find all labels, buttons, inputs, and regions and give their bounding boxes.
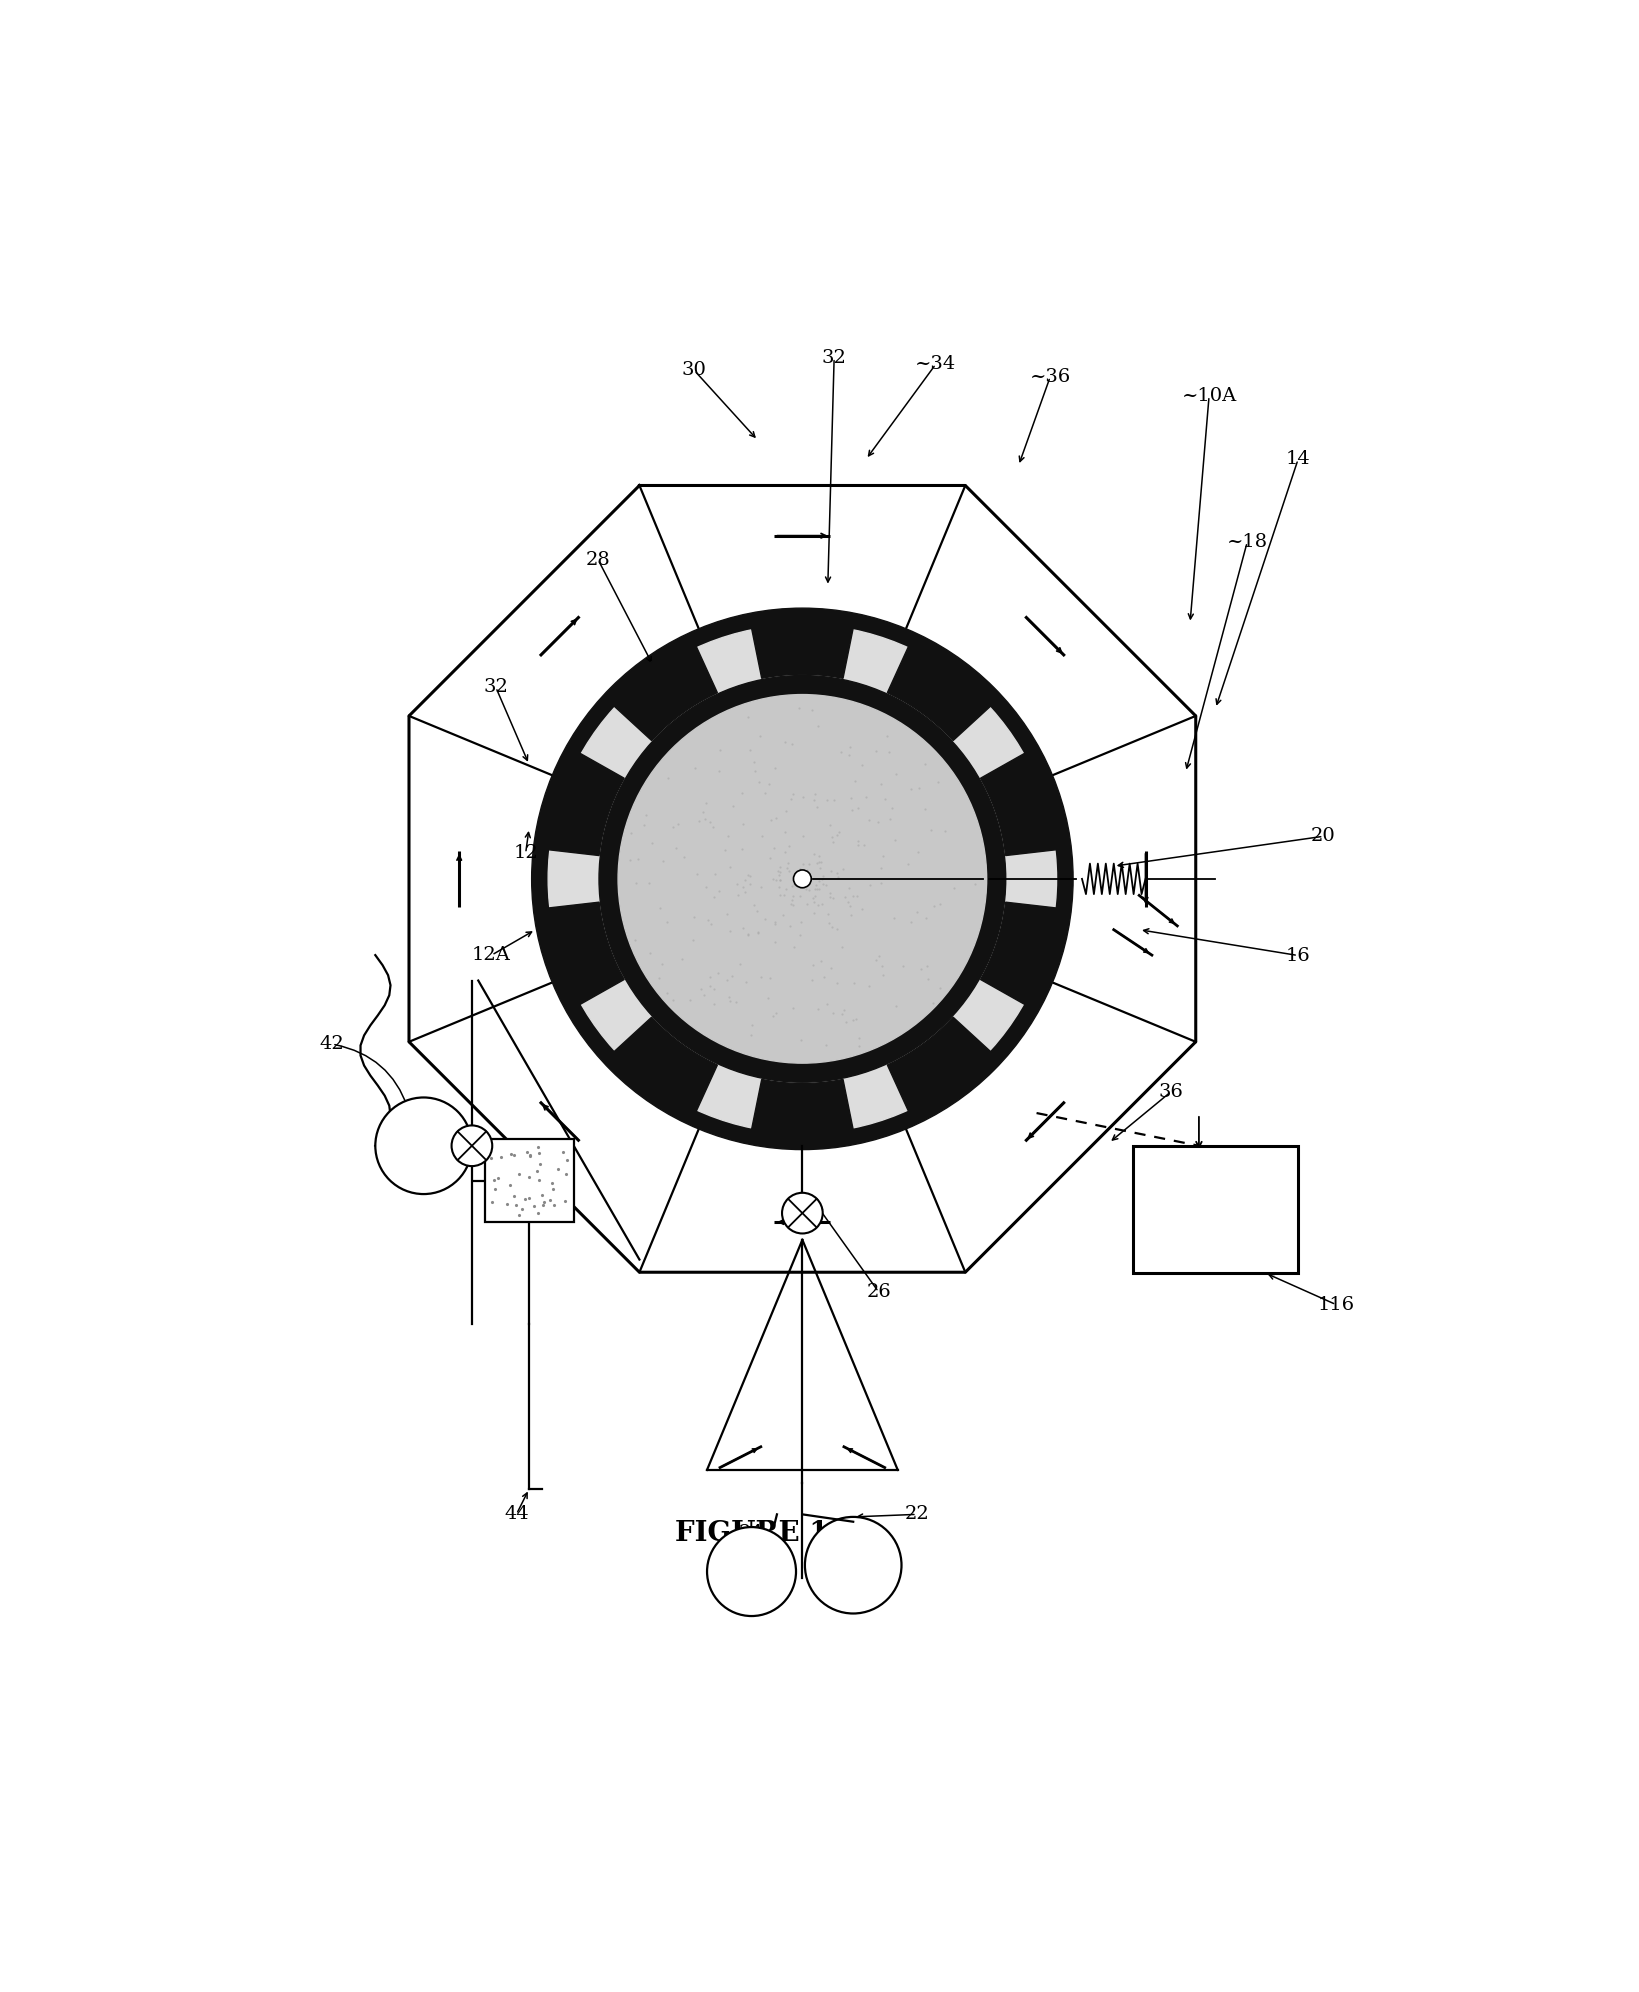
Polygon shape	[606, 1018, 716, 1120]
Bar	[485, 1139, 574, 1221]
Text: 42: 42	[320, 1036, 344, 1054]
Circle shape	[805, 1516, 901, 1614]
Circle shape	[793, 871, 811, 888]
Text: 14: 14	[1285, 450, 1310, 468]
Text: 32: 32	[821, 349, 846, 367]
Text: 22: 22	[903, 1506, 929, 1524]
Polygon shape	[749, 616, 854, 679]
Circle shape	[451, 1125, 492, 1165]
Text: ~10A: ~10A	[1180, 386, 1236, 404]
Bar	[1133, 1145, 1298, 1273]
Text: 12: 12	[513, 845, 538, 863]
Circle shape	[375, 1098, 472, 1193]
Text: 32: 32	[484, 677, 508, 697]
Text: 36: 36	[1157, 1084, 1183, 1102]
Text: 12A: 12A	[472, 946, 511, 964]
Polygon shape	[887, 637, 997, 741]
Polygon shape	[980, 749, 1064, 855]
Polygon shape	[887, 1018, 997, 1120]
Circle shape	[547, 625, 1056, 1133]
Circle shape	[531, 608, 1072, 1149]
Circle shape	[618, 695, 987, 1064]
Text: 30: 30	[682, 361, 706, 378]
Circle shape	[782, 1193, 823, 1233]
Text: 20: 20	[1310, 827, 1336, 845]
Text: 16: 16	[1285, 946, 1310, 964]
Circle shape	[706, 1528, 795, 1616]
Text: 28: 28	[585, 550, 610, 568]
Polygon shape	[749, 1080, 854, 1143]
Text: 26: 26	[865, 1283, 890, 1301]
Text: ~34: ~34	[915, 355, 956, 373]
Text: 24: 24	[739, 1524, 764, 1542]
Polygon shape	[539, 902, 624, 1008]
Text: FIGURE 1: FIGURE 1	[674, 1520, 828, 1548]
Text: ~36: ~36	[1029, 369, 1070, 386]
Polygon shape	[606, 637, 716, 741]
Text: 44: 44	[503, 1506, 528, 1524]
Text: ~18: ~18	[1226, 534, 1267, 552]
Circle shape	[598, 675, 1005, 1082]
Polygon shape	[980, 902, 1064, 1008]
Text: 116: 116	[1316, 1295, 1354, 1313]
Polygon shape	[539, 749, 624, 855]
